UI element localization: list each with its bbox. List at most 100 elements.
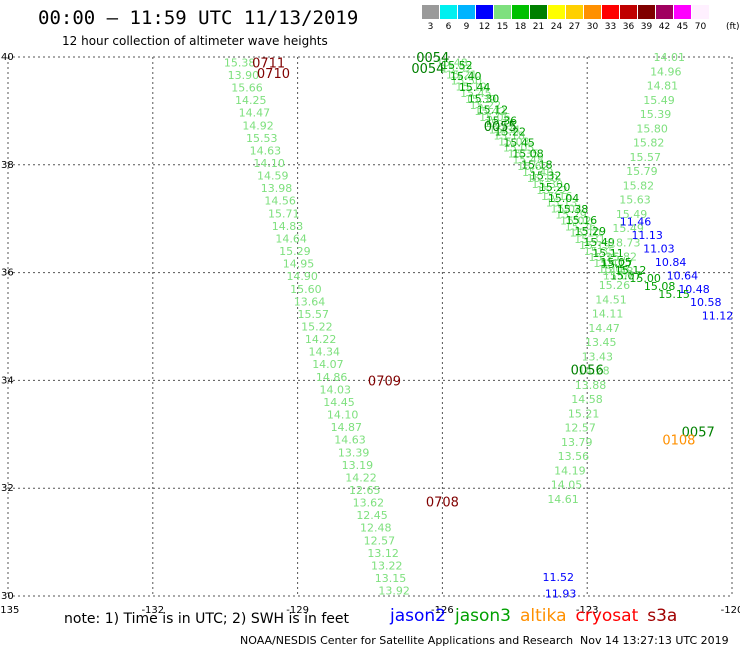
wave-height-label: 15.22 — [470, 99, 502, 112]
wave-height-label: 15.52 — [441, 59, 473, 72]
colorbar-swatch — [548, 5, 565, 19]
wave-height-label: 15.15 — [658, 288, 690, 301]
wave-height-label: 15.60 — [290, 283, 322, 296]
wave-height-label: 15.21 — [446, 69, 478, 82]
wave-height-label: 14.28 — [578, 365, 610, 378]
wave-height-label: 18.73 — [609, 236, 641, 249]
wave-height-label: 15.32 — [530, 170, 562, 183]
wave-height-label: 13.22 — [371, 559, 403, 572]
wave-height-label: 15.06 — [479, 111, 511, 124]
wave-height-label: 15.82 — [633, 137, 665, 150]
wave-height-label: 14.25 — [235, 94, 267, 107]
colorbar-label: 15 — [496, 22, 509, 32]
wave-height-label: 15.27 — [601, 258, 633, 271]
colorbar-label: 45 — [676, 22, 689, 32]
wave-height-label: 15.26 — [599, 279, 631, 292]
colorbar-label: 21 — [532, 22, 545, 32]
wave-height-label: 15.50 — [451, 75, 483, 88]
wave-height-label: 15.57 — [297, 308, 329, 321]
wave-height-label: 13.64 — [294, 295, 326, 308]
colorbar-swatch — [566, 5, 583, 19]
wave-height-label: 15.49 — [583, 236, 615, 249]
colorbar-unit: (ft) — [726, 22, 740, 32]
wave-height-label: 15.16 — [484, 117, 516, 130]
wave-height-label: 15.26 — [565, 221, 597, 234]
wave-height-label: 15.35 — [584, 245, 616, 258]
wave-height-label: 15.00 — [629, 272, 661, 285]
wave-height-label: 15.82 — [606, 251, 638, 264]
colorbar-label: 39 — [640, 22, 653, 32]
colorbar-swatch — [638, 5, 655, 19]
colorbar-swatch — [458, 5, 475, 19]
wave-height-label: 15.04 — [548, 192, 580, 205]
colorbar-swatch — [584, 5, 601, 19]
wave-height-label: 12.45 — [356, 509, 388, 522]
pass-time-label: 0709 — [368, 374, 401, 389]
wave-height-label: 15.08 — [644, 280, 676, 293]
wave-height-label: 15.42 — [474, 105, 506, 118]
y-tick-label: 36 — [1, 268, 14, 279]
colorbar-label: 12 — [478, 22, 491, 32]
wave-height-label: 12.57 — [364, 534, 396, 547]
wave-height-label: 12.57 — [564, 422, 596, 435]
colorbar-label: 42 — [658, 22, 671, 32]
wave-height-label: 15.12 — [477, 103, 509, 116]
wave-height-label: 12.65 — [349, 484, 381, 497]
wave-height-label: 15.16 — [541, 190, 573, 203]
wave-height-label: 15.79 — [626, 165, 658, 178]
wave-height-label: 15.92 — [441, 62, 473, 75]
wave-height-label: 13.98 — [261, 182, 293, 195]
wave-height-label: 15.13 — [546, 196, 578, 209]
pass-time-label: 0054 — [411, 62, 444, 77]
wave-height-label: 15.80 — [636, 122, 668, 135]
colorbar-label: 70 — [694, 22, 707, 32]
wave-height-label: 15.57 — [630, 151, 662, 164]
wave-height-label: 15.03 — [498, 135, 530, 148]
wave-height-label: 15.63 — [619, 194, 651, 207]
wave-height-label: 15.53 — [246, 132, 278, 145]
generation-timestamp: Nov 14 13:27:13 UTC 2019 — [580, 634, 729, 647]
wave-height-label: 14.92 — [242, 119, 274, 132]
satellite-legend-entry: cryosat — [575, 606, 639, 626]
chart-subtitle: 12 hour collection of altimeter wave hei… — [62, 34, 328, 48]
wave-height-label: 15.22 — [494, 125, 526, 138]
satellite-legend-entry: altika — [520, 606, 567, 626]
pass-time-label: 0708 — [426, 496, 459, 511]
colorbar-swatch — [422, 5, 439, 19]
wave-height-label: 15.38 — [224, 56, 256, 69]
wave-height-label: 13.90 — [228, 69, 260, 82]
wave-height-label: 10.48 — [678, 283, 710, 296]
wave-height-label: 14.63 — [334, 434, 366, 447]
wave-height-label: 11.46 — [620, 215, 652, 228]
colorbar-swatch — [692, 5, 709, 19]
wave-height-label: 14.03 — [320, 383, 352, 396]
satellite-legend-entry: jason3 — [455, 606, 511, 626]
wave-height-label: 15.40 — [450, 70, 482, 83]
wave-height-label: 15.25 — [589, 251, 621, 264]
y-tick-label: 34 — [1, 375, 14, 386]
wave-height-label: 11.03 — [643, 242, 675, 255]
wave-height-label: 15.05 — [600, 256, 632, 269]
wave-height-label: 13.92 — [378, 585, 410, 598]
pass-time-label: 0056 — [571, 364, 604, 379]
wave-height-label: 14.10 — [327, 409, 359, 422]
colorbar-swatch — [530, 5, 547, 19]
wave-height-label: 15.19 — [579, 239, 611, 252]
colorbar-swatch — [656, 5, 673, 19]
wave-height-label: 14.07 — [312, 358, 344, 371]
wave-height-label: 14.34 — [309, 346, 341, 359]
colorbar-swatch — [602, 5, 619, 19]
wave-height-label: 15.11 — [592, 247, 624, 260]
wave-height-label: 10.58 — [690, 296, 722, 309]
wave-height-label: 15.39 — [640, 108, 672, 121]
wave-height-label: 14.90 — [286, 270, 318, 283]
wave-height-label: 15.16 — [566, 214, 598, 227]
colorbar-label: 9 — [463, 22, 470, 32]
wave-height-label: 15.40 — [522, 166, 554, 179]
wave-height-label: 15.06 — [598, 263, 630, 276]
wave-height-label: 15.49 — [643, 94, 675, 107]
wave-height-label: 14.45 — [323, 396, 355, 409]
wave-height-label: 15.29 — [555, 208, 587, 221]
wave-height-label: 13.88 — [575, 379, 607, 392]
